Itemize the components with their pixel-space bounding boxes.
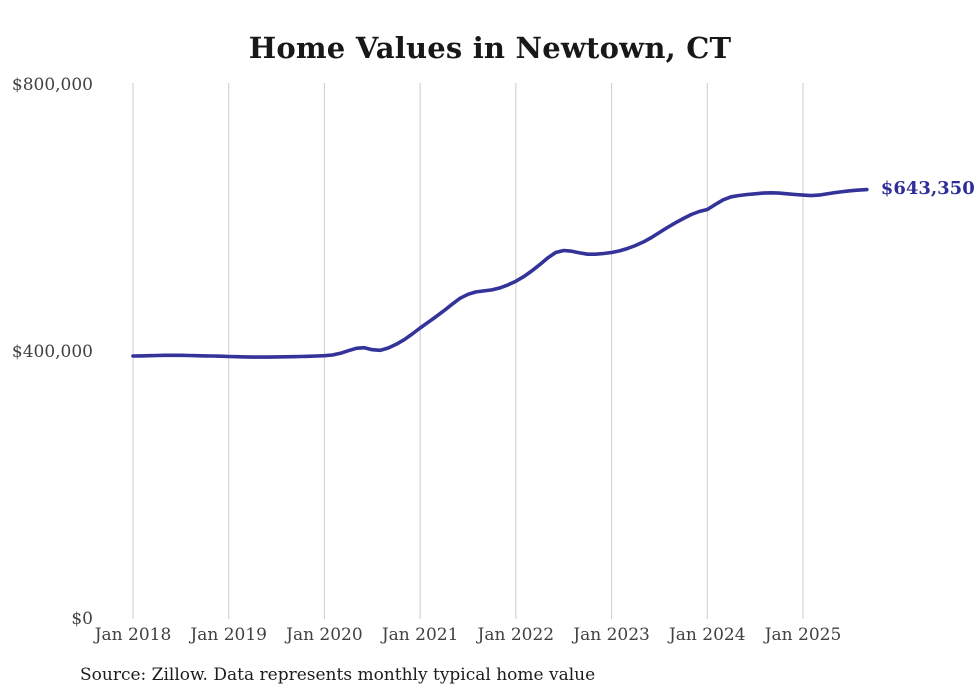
x-axis-tick-label: Jan 2025 [764, 625, 842, 645]
y-axis-tick-label: $800,000 [11, 75, 93, 95]
current-value-label: $643,350 [880, 177, 975, 199]
y-axis-tick-label: $400,000 [11, 342, 93, 362]
x-axis-tick-label: Jan 2022 [477, 625, 555, 645]
home-value-line [131, 187, 869, 359]
x-axis-tick-label: Jan 2023 [573, 625, 650, 645]
x-axis-tick-label: Jan 2018 [94, 625, 172, 645]
y-axis-tick-label: $0 [71, 609, 93, 629]
x-axis-tick-label: Jan 2019 [190, 625, 267, 645]
x-axis-tick-label: Jan 2020 [286, 625, 363, 645]
x-axis-tick-label: Jan 2021 [381, 625, 459, 645]
source-note: Source: Zillow. Data represents monthly … [80, 665, 596, 685]
x-axis-tick-label: Jan 2024 [668, 625, 746, 645]
chart-title: Home Values in Newtown, CT [248, 31, 732, 65]
